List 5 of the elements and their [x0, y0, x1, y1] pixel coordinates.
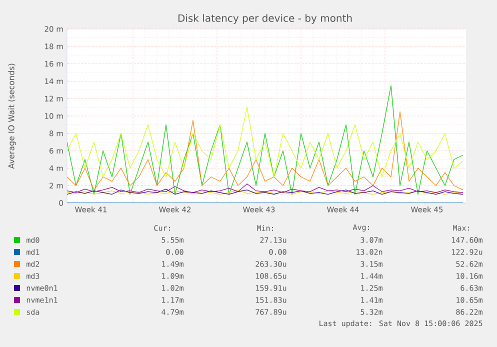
line-series [67, 106, 464, 178]
line-series [67, 111, 464, 190]
chart-title: Disk latency per device - by month [178, 14, 352, 24]
y-axis-title: Average IO Wait (seconds) [8, 64, 16, 169]
line-series [67, 184, 464, 193]
